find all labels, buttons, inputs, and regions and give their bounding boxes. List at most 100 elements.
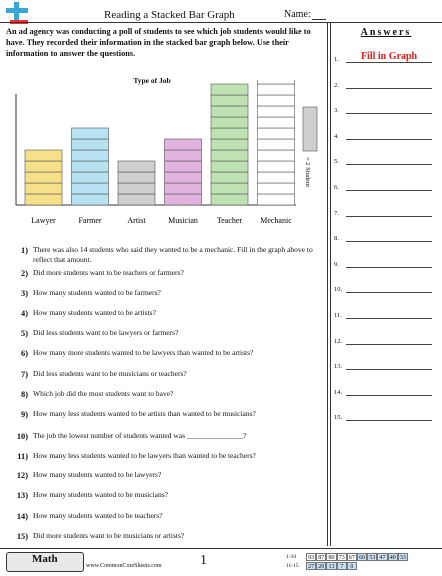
header-rule — [0, 22, 442, 23]
answer-line[interactable] — [346, 190, 432, 191]
score-row-label: 11-15 — [286, 563, 299, 569]
score-cell: 67 — [346, 553, 357, 561]
question-number: 8) — [21, 390, 28, 399]
question-text: How many students wanted to be teachers? — [33, 511, 163, 520]
answer-line[interactable] — [346, 241, 432, 243]
bar-block — [24, 149, 63, 162]
bar-block[interactable] — [257, 116, 295, 129]
bar-block[interactable] — [257, 127, 295, 140]
answer-line[interactable] — [346, 266, 432, 268]
answer-number: 7. — [334, 209, 339, 217]
category-label: Teacher — [217, 216, 243, 225]
answer-line[interactable] — [346, 292, 432, 294]
category-label: Farmer — [78, 216, 101, 225]
question-number: 6) — [21, 349, 28, 358]
question-text: How many students wanted to be musicians… — [33, 490, 168, 499]
score-cell: 7 — [336, 562, 347, 570]
bar-block[interactable] — [257, 94, 295, 107]
bar-block[interactable] — [257, 105, 295, 118]
answer-number: 2. — [334, 81, 339, 89]
bar-block — [71, 160, 109, 173]
answer-number: 10. — [334, 286, 343, 294]
question-text: How many less students wanted to be lawy… — [33, 451, 256, 460]
bar-block[interactable] — [257, 83, 295, 96]
answer-line[interactable] — [346, 138, 432, 140]
bar-block[interactable] — [257, 182, 295, 195]
footer-rule — [0, 548, 442, 549]
bar-block — [71, 149, 109, 162]
answer-line[interactable] — [346, 62, 432, 63]
question-number: 4) — [21, 309, 28, 318]
bar-block — [210, 127, 249, 140]
question-text: Did less students want to be lawyers or … — [33, 328, 179, 337]
answer-line[interactable] — [346, 318, 432, 319]
question-text: The job the lowest number of students wa… — [33, 431, 247, 440]
question-text: How many students wanted to be farmers? — [33, 288, 161, 297]
score-cell: 73 — [336, 553, 347, 561]
answer-line[interactable] — [346, 87, 432, 89]
site-url: www.CommonCoreSheets.com — [86, 563, 162, 569]
question-number: 10) — [16, 432, 28, 441]
bar-block — [210, 171, 249, 184]
legend-swatch — [302, 106, 318, 152]
question-text: Did more students want to be musicians o… — [33, 531, 185, 540]
answer-number: 9. — [334, 260, 339, 268]
bar-block — [164, 171, 202, 184]
column-divider — [327, 22, 331, 546]
bar-block[interactable] — [257, 149, 295, 162]
question-number: 9) — [21, 410, 28, 419]
name-label: Name: — [284, 9, 311, 20]
name-field-line[interactable] — [312, 19, 326, 20]
answer-line[interactable] — [346, 343, 432, 345]
question-text: How many less students wanted to be arti… — [33, 409, 256, 418]
bar-block — [164, 138, 202, 151]
answers-title: Answers — [360, 27, 412, 38]
bar-block — [24, 182, 63, 195]
score-cell: 87 — [316, 553, 327, 561]
bar-block — [24, 193, 63, 206]
stacked-bar-chart: Lawyer Farmer Artist Musician Teacher Mechani… — [15, 80, 318, 225]
bar-block — [117, 160, 156, 173]
answer-number: 12. — [334, 337, 343, 345]
category-label: Mechanic — [260, 216, 292, 225]
bar-teacher — [210, 83, 249, 206]
answer-line[interactable] — [346, 215, 432, 217]
answer-line[interactable] — [346, 369, 432, 371]
legend-label: = 2 Student — [304, 157, 311, 187]
bar-block — [117, 171, 156, 184]
answer-number: 6. — [334, 184, 339, 191]
question-text: How many students wanted to be artists? — [33, 308, 156, 317]
answer-number: 15. — [334, 414, 343, 422]
answer-number: 8. — [334, 235, 339, 243]
bar-block — [164, 182, 202, 195]
question-number: 1) — [21, 246, 28, 255]
answer-line[interactable] — [346, 113, 432, 115]
bar-block[interactable] — [257, 193, 295, 206]
answer-line[interactable] — [346, 394, 432, 396]
bar-block[interactable] — [257, 171, 295, 184]
score-cell: 33 — [397, 553, 408, 561]
bar-block — [71, 127, 109, 140]
bar-block[interactable] — [257, 138, 295, 151]
bar-block — [71, 182, 109, 195]
bar-block — [210, 105, 249, 118]
score-cell: 13 — [326, 562, 337, 570]
answer-line[interactable] — [346, 164, 432, 166]
question-number: 2) — [21, 269, 28, 278]
bar-block[interactable] — [257, 160, 295, 173]
score-cell: 60 — [357, 553, 368, 561]
score-cell: 0 — [346, 562, 357, 570]
answer-number: 1. — [334, 56, 339, 63]
answer-line[interactable] — [346, 420, 432, 422]
question-text: Which job did the most students want to … — [33, 389, 174, 398]
answer-fill-in-graph: Fill in Graph — [360, 51, 418, 62]
logo-plus-icon — [4, 2, 30, 24]
question-number: 11) — [17, 452, 28, 461]
question-text: Did less students want to be musicians o… — [33, 369, 187, 378]
bar-farmer — [71, 127, 109, 206]
page-title: Reading a Stacked Bar Graph — [104, 9, 235, 21]
bar-block — [210, 83, 249, 96]
bar-block[interactable] — [257, 80, 295, 85]
score-cell: 40 — [387, 553, 398, 561]
